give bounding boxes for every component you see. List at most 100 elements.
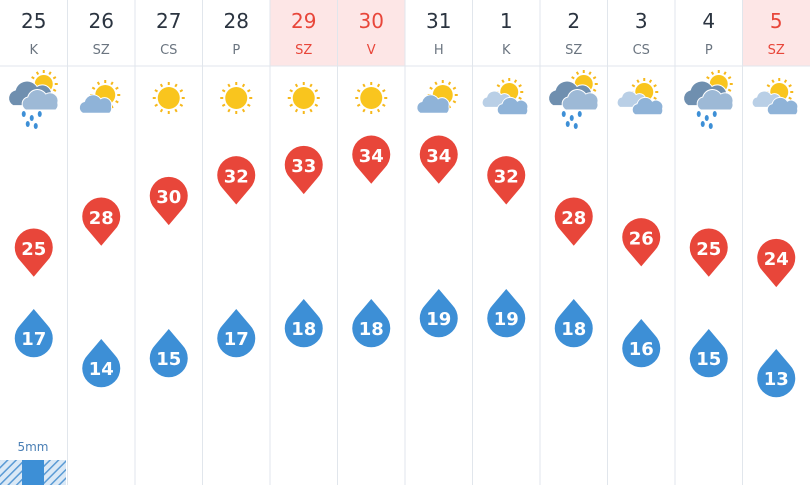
sun-ray bbox=[356, 89, 361, 93]
sun-ray bbox=[727, 88, 732, 92]
rain-drop bbox=[708, 123, 713, 129]
rain-drop bbox=[696, 111, 701, 117]
sun-ray bbox=[723, 71, 727, 75]
weather-icon bbox=[751, 78, 799, 116]
min-temp: 18 bbox=[561, 319, 586, 340]
sun bbox=[225, 87, 248, 109]
sun-ray bbox=[309, 83, 313, 88]
sun-ray bbox=[159, 83, 164, 88]
rain-drop bbox=[565, 121, 570, 127]
max-temp: 25 bbox=[21, 239, 46, 260]
sun-ray bbox=[592, 88, 597, 92]
min-temp-drop bbox=[217, 309, 256, 358]
sun-ray bbox=[447, 81, 452, 86]
sun-ray bbox=[788, 96, 792, 100]
weather-icon bbox=[416, 80, 458, 114]
sun-ray bbox=[434, 81, 438, 86]
weekend-header bbox=[742, 0, 810, 66]
sun-ray bbox=[314, 89, 319, 93]
sun-ray bbox=[575, 71, 580, 75]
sun-ray bbox=[221, 103, 226, 107]
weather-icon bbox=[287, 82, 320, 114]
sun-ray bbox=[518, 96, 522, 100]
rain-drop bbox=[577, 111, 582, 117]
cloud bbox=[696, 89, 734, 111]
min-temp: 19 bbox=[494, 309, 519, 330]
sun-ray bbox=[653, 96, 657, 100]
min-temp-drop bbox=[419, 289, 458, 338]
date: 2 bbox=[567, 9, 580, 33]
sun-ray bbox=[294, 108, 299, 113]
weather-icon bbox=[355, 82, 388, 114]
sun-ray bbox=[174, 83, 178, 88]
sun-ray bbox=[376, 83, 381, 88]
min-temp-drop bbox=[82, 339, 121, 388]
rain-drop bbox=[700, 121, 705, 127]
date: 5 bbox=[770, 9, 783, 33]
weekend-header bbox=[270, 0, 338, 66]
sun-ray bbox=[766, 84, 771, 88]
date: 26 bbox=[89, 9, 114, 33]
max-temp: 32 bbox=[224, 166, 249, 187]
sun-ray bbox=[247, 89, 251, 93]
rain-drop bbox=[25, 121, 30, 127]
weather-icon bbox=[220, 82, 253, 114]
sun-ray bbox=[154, 89, 158, 93]
max-temp-pin bbox=[149, 176, 188, 226]
weekday: SZ bbox=[768, 43, 785, 58]
sun bbox=[292, 87, 315, 109]
sun-ray bbox=[52, 88, 57, 92]
min-temp: 18 bbox=[359, 319, 384, 340]
weather-icon bbox=[616, 78, 664, 116]
rain-drop bbox=[21, 111, 26, 117]
cloud bbox=[21, 89, 59, 111]
date: 1 bbox=[500, 9, 513, 33]
weekday: CS bbox=[160, 43, 177, 58]
max-temp-pin bbox=[554, 197, 593, 246]
sun-ray bbox=[52, 76, 57, 80]
min-temp-drop bbox=[284, 299, 323, 348]
min-temp: 15 bbox=[156, 349, 181, 370]
sun-ray bbox=[159, 108, 164, 113]
weekday: K bbox=[29, 43, 38, 58]
sun-ray bbox=[179, 103, 184, 107]
min-temp-drop bbox=[149, 329, 188, 378]
weekday: P bbox=[705, 43, 713, 58]
sun-ray bbox=[289, 89, 293, 93]
sun-ray bbox=[706, 76, 710, 80]
rain-drop bbox=[37, 111, 42, 117]
sun-ray bbox=[648, 79, 653, 83]
max-temp-pin bbox=[217, 156, 256, 205]
weekday: V bbox=[367, 43, 376, 58]
sun-ray bbox=[518, 84, 522, 88]
max-temp: 34 bbox=[426, 146, 451, 167]
rain-drop bbox=[704, 115, 709, 121]
sun-ray bbox=[501, 79, 505, 83]
max-temp-pin bbox=[14, 228, 53, 277]
min-temp: 17 bbox=[21, 329, 46, 350]
sun-ray bbox=[636, 79, 640, 83]
rain-drop bbox=[29, 115, 34, 121]
sun-ray bbox=[35, 71, 40, 75]
sun-ray bbox=[356, 103, 361, 107]
sun-ray bbox=[115, 100, 119, 104]
sun-ray bbox=[362, 83, 366, 88]
sun-ray bbox=[653, 84, 657, 88]
weekday: K bbox=[502, 43, 511, 58]
sun-ray bbox=[783, 79, 788, 83]
date: 3 bbox=[635, 9, 648, 33]
sun-ray bbox=[247, 103, 251, 107]
sun-ray bbox=[588, 71, 592, 75]
max-temp: 28 bbox=[561, 208, 586, 229]
sun-ray bbox=[314, 103, 319, 107]
sun-ray bbox=[592, 76, 597, 80]
max-temp: 33 bbox=[291, 156, 316, 177]
sun-ray bbox=[309, 108, 313, 113]
sun-ray bbox=[48, 71, 52, 75]
sun-ray bbox=[452, 100, 457, 104]
date: 29 bbox=[291, 9, 316, 33]
max-temp-pin bbox=[419, 135, 458, 184]
min-temp-drop bbox=[554, 299, 593, 348]
